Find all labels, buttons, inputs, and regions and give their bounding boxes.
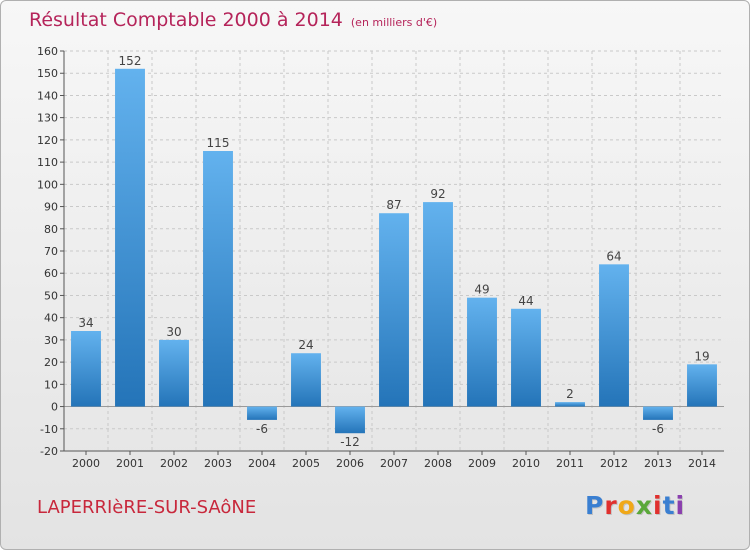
y-tick-label: -10 [40,423,58,436]
chart-title-text: Résultat Comptable 2000 à 2014 [29,9,343,31]
brand-logo: Proxiti [585,491,685,520]
brand-letter: i [675,491,686,520]
y-tick-label: 40 [44,312,58,325]
x-tick-label: 2007 [380,457,408,470]
y-tick-label: 130 [37,112,58,125]
bar [599,264,629,407]
y-tick-label: 60 [44,267,58,280]
bar [555,402,585,407]
x-tick-label: 2001 [116,457,144,470]
data-label: 34 [78,316,93,330]
y-tick-label: 0 [51,401,58,414]
x-tick-label: 2002 [160,457,188,470]
bar [467,297,497,407]
y-tick-label: 50 [44,289,58,302]
brand-letter: i [653,491,663,520]
y-tick-label: 100 [37,178,58,191]
bar [687,364,717,407]
bar [423,202,453,407]
x-tick-label: 2014 [688,457,716,470]
bar [379,213,409,407]
brand-letter: o [617,491,636,520]
y-tick-label: 150 [37,67,58,80]
y-tick-label: 80 [44,223,58,236]
data-label: 92 [430,187,445,201]
commune-name: LAPERRIèRE-SUR-SAôNE [37,497,257,518]
x-tick-label: 2005 [292,457,320,470]
x-tick-label: 2008 [424,457,452,470]
y-tick-label: -20 [40,445,58,458]
bar [643,406,673,420]
data-label: -6 [256,422,268,436]
chart-title: Résultat Comptable 2000 à 2014 (en millie… [29,9,437,31]
data-label: 49 [474,283,489,297]
x-tick-label: 2012 [600,457,628,470]
x-tick-label: 2011 [556,457,584,470]
data-label: 87 [386,198,401,212]
data-labels: 34 152 30 115 -6 24 -12 87 92 49 44 2 64 -6 19 [78,54,709,449]
bar [203,151,233,407]
data-label: 44 [518,294,533,308]
brand-letter: x [635,491,653,520]
chart-subtitle: (en milliers d'€) [350,16,438,29]
x-tick-label: 2004 [248,457,276,470]
data-label: 30 [166,325,181,339]
y-tick-label: 70 [44,245,58,258]
bar [335,406,365,434]
x-tick-label: 2006 [336,457,364,470]
brand-letter: t [662,491,676,520]
data-label: 19 [694,349,709,363]
bar [115,68,145,407]
x-tick-label: 2003 [204,457,232,470]
brand-letter: r [604,491,618,520]
y-tick-label: 30 [44,334,58,347]
y-tick-label: 20 [44,356,58,369]
x-tick-label: 2000 [72,457,100,470]
y-tick-label: 110 [37,156,58,169]
brand-letter: P [585,491,605,520]
x-tick-label: 2013 [644,457,672,470]
x-tick-label: 2009 [468,457,496,470]
y-tick-label: 120 [37,134,58,147]
data-label: 24 [298,338,313,352]
bar [71,331,101,407]
data-label: 115 [207,136,230,150]
data-label: 152 [119,54,142,68]
data-label: -12 [340,435,360,449]
bars [71,68,717,434]
bar [291,353,321,407]
y-tick-label: 140 [37,89,58,102]
x-tick-label: 2010 [512,457,540,470]
data-label: 2 [566,387,574,401]
bar [247,406,277,420]
bar [159,339,189,407]
y-tick-label: 90 [44,201,58,214]
y-tick-label: 160 [37,45,58,58]
y-tick-label: 10 [44,378,58,391]
data-label: 64 [606,249,621,263]
axes: -20 -10 0 10 20 30 40 50 60 70 80 90 100 110 120 130 140… [37,45,724,470]
bar [511,308,541,407]
data-label: -6 [652,422,664,436]
